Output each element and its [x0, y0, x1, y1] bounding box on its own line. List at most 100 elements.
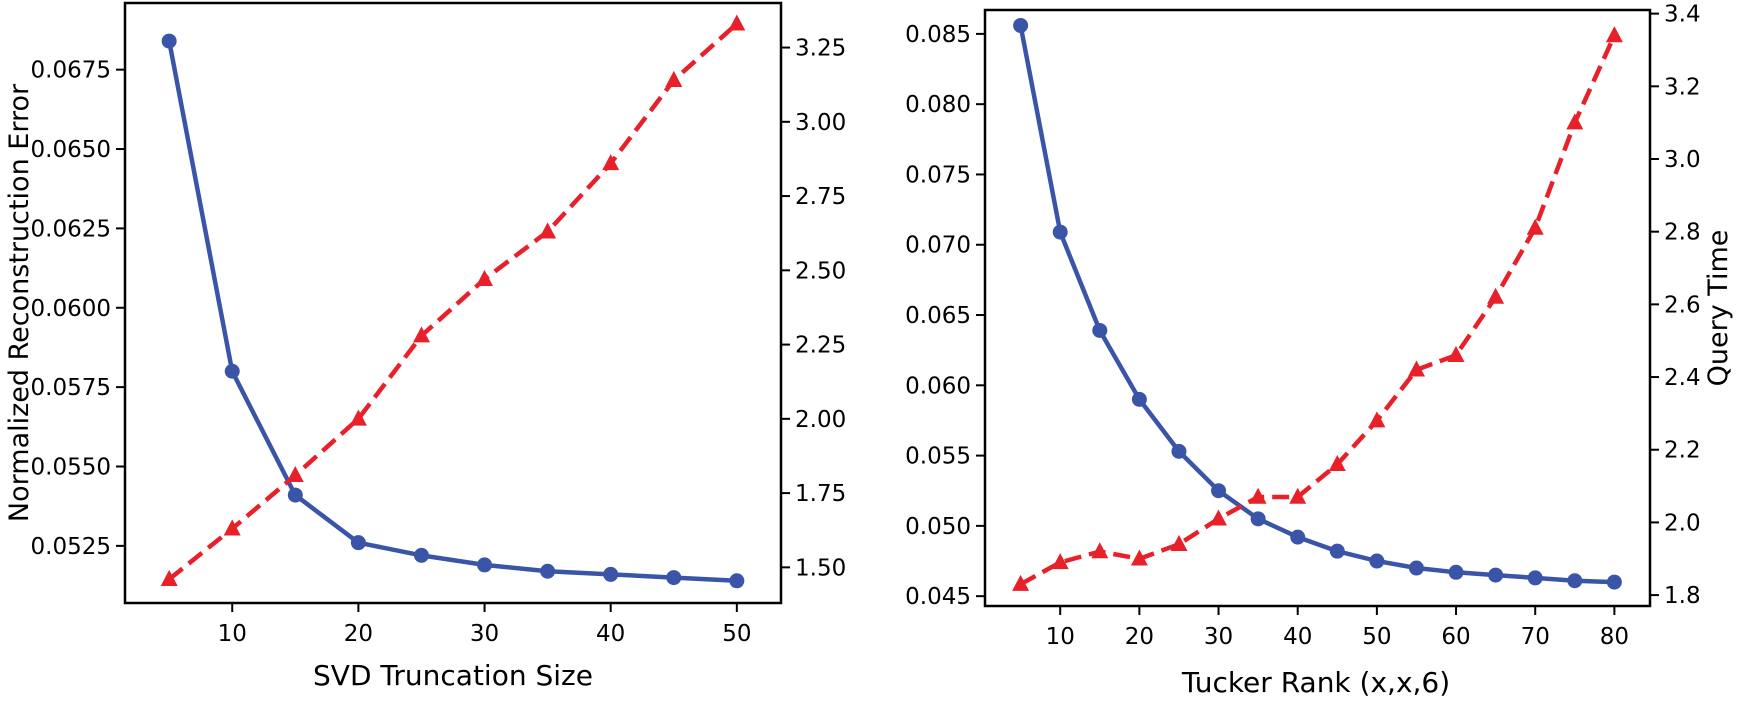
y2-tick-label: 2.0 — [1664, 510, 1701, 536]
y-tick-label: 0.0550 — [31, 454, 111, 480]
query-time-point — [1605, 26, 1623, 43]
y2-tick-label: 2.4 — [1664, 365, 1701, 391]
y2-tick-label: 2.00 — [795, 407, 846, 433]
y2-tick-label: 3.00 — [795, 110, 846, 136]
query-time-point — [539, 222, 557, 239]
error-point — [1013, 17, 1029, 33]
error-series-line — [1018, 25, 1615, 585]
error-point — [1488, 567, 1504, 583]
query-time-point — [223, 519, 241, 536]
y2-tick-label: 2.6 — [1664, 292, 1701, 318]
query-time-point — [1051, 553, 1069, 570]
x-axis-title: Tucker Rank (x,x,6) — [1181, 666, 1450, 699]
error-series-line — [166, 40, 737, 584]
error-point — [540, 563, 556, 579]
y2-tick-label: 1.75 — [795, 481, 846, 507]
x-tick-label: 50 — [1362, 624, 1391, 650]
x-tick-label: 40 — [1283, 624, 1312, 650]
error-point — [1408, 560, 1424, 576]
error-point — [1092, 322, 1108, 338]
error-point — [1131, 391, 1147, 407]
query-time-point — [1526, 218, 1544, 235]
query-time-point — [1566, 113, 1584, 130]
y2-tick-label: 1.8 — [1664, 583, 1701, 609]
query-time-point — [1091, 542, 1109, 559]
query-time-point — [602, 154, 620, 171]
query-time-point — [286, 466, 304, 482]
y2-tick-label: 2.8 — [1664, 220, 1701, 246]
query-time-point — [160, 569, 178, 586]
y-tick-label: 0.070 — [905, 233, 971, 259]
x-tick-label: 50 — [722, 621, 751, 647]
x-tick-label: 40 — [596, 621, 625, 647]
plot-frame — [123, 1, 783, 605]
query-time-point — [413, 326, 430, 343]
y2-tick-label: 2.25 — [795, 333, 846, 359]
y-tick-label: 0.0650 — [31, 137, 111, 163]
query-time-point — [1447, 345, 1465, 362]
query-time-point — [1368, 411, 1386, 428]
y2-tick-label: 3.2 — [1664, 74, 1701, 100]
y2-tick-label: 2.75 — [795, 184, 846, 210]
y-tick-label: 0.080 — [905, 92, 971, 118]
query-time-point — [1289, 487, 1307, 504]
y2-tick-label: 1.50 — [795, 555, 846, 581]
error-point — [477, 557, 493, 573]
error-point — [1171, 443, 1187, 459]
error-point — [1250, 511, 1266, 527]
y2-axis-title: Query Time — [1703, 230, 1734, 387]
error-point — [1211, 483, 1227, 499]
y-tick-label: 0.0600 — [31, 296, 111, 322]
y-tick-label: 0.075 — [905, 162, 971, 188]
error-point — [1527, 570, 1543, 586]
query-time-point — [1170, 534, 1188, 551]
plot-frame — [983, 8, 1652, 608]
y-tick-label: 0.055 — [905, 444, 971, 470]
error-point — [1448, 564, 1464, 580]
error-point — [1052, 224, 1068, 240]
error-point — [413, 547, 429, 563]
error-point — [350, 535, 366, 551]
y-tick-label: 0.0675 — [31, 58, 111, 84]
x-tick-label: 70 — [1521, 624, 1550, 650]
y2-tick-label: 2.2 — [1664, 438, 1701, 464]
y2-tick-label: 2.50 — [795, 258, 846, 284]
y-tick-label: 0.0625 — [31, 216, 111, 242]
error-point — [161, 33, 177, 49]
query-time-point — [1328, 455, 1346, 471]
query-time-point — [1249, 487, 1267, 504]
y2-tick-label: 3.25 — [795, 36, 846, 62]
query-time-point — [476, 269, 493, 286]
query-time-point — [1487, 287, 1505, 304]
x-tick-label: 10 — [1046, 624, 1075, 650]
error-point — [1606, 574, 1622, 590]
query-time-point — [1130, 549, 1148, 566]
x-tick-label: 20 — [1125, 624, 1154, 650]
y-tick-label: 0.045 — [905, 584, 971, 610]
query-time-series-line — [167, 22, 739, 581]
error-point — [729, 573, 745, 589]
query-time-point — [349, 409, 367, 426]
error-point — [287, 487, 303, 503]
tucker-panel: 10 20 30 40 50 60 70 80 0.045 0.050 0.055 0.060 0.06… — [905, 2, 1734, 699]
x-tick-label: 60 — [1441, 624, 1470, 650]
query-time-point — [728, 14, 746, 31]
x-tick-label: 20 — [344, 621, 373, 647]
y-tick-label: 0.0575 — [31, 375, 111, 401]
y-tick-label: 0.0525 — [31, 534, 111, 560]
error-point — [666, 570, 682, 586]
query-time-series-line — [1019, 34, 1617, 587]
query-time-point — [1012, 574, 1030, 591]
error-point — [224, 363, 240, 379]
svd-panel: 10 20 30 40 50 0.0525 0.0550 0.0575 0.0600 0.0625… — [4, 1, 846, 692]
y-tick-label: 0.065 — [905, 303, 971, 329]
y-tick-label: 0.085 — [905, 22, 971, 48]
error-point — [1290, 529, 1306, 545]
x-tick-label: 80 — [1600, 624, 1629, 650]
y-axis-title: Normalized Reconstruction Error — [4, 83, 35, 522]
x-axis-title: SVD Truncation Size — [313, 659, 593, 692]
y2-tick-label: 3.0 — [1664, 147, 1701, 173]
y-tick-label: 0.050 — [905, 514, 971, 540]
error-point — [1329, 543, 1345, 559]
y2-tick-label: 3.4 — [1664, 2, 1701, 28]
